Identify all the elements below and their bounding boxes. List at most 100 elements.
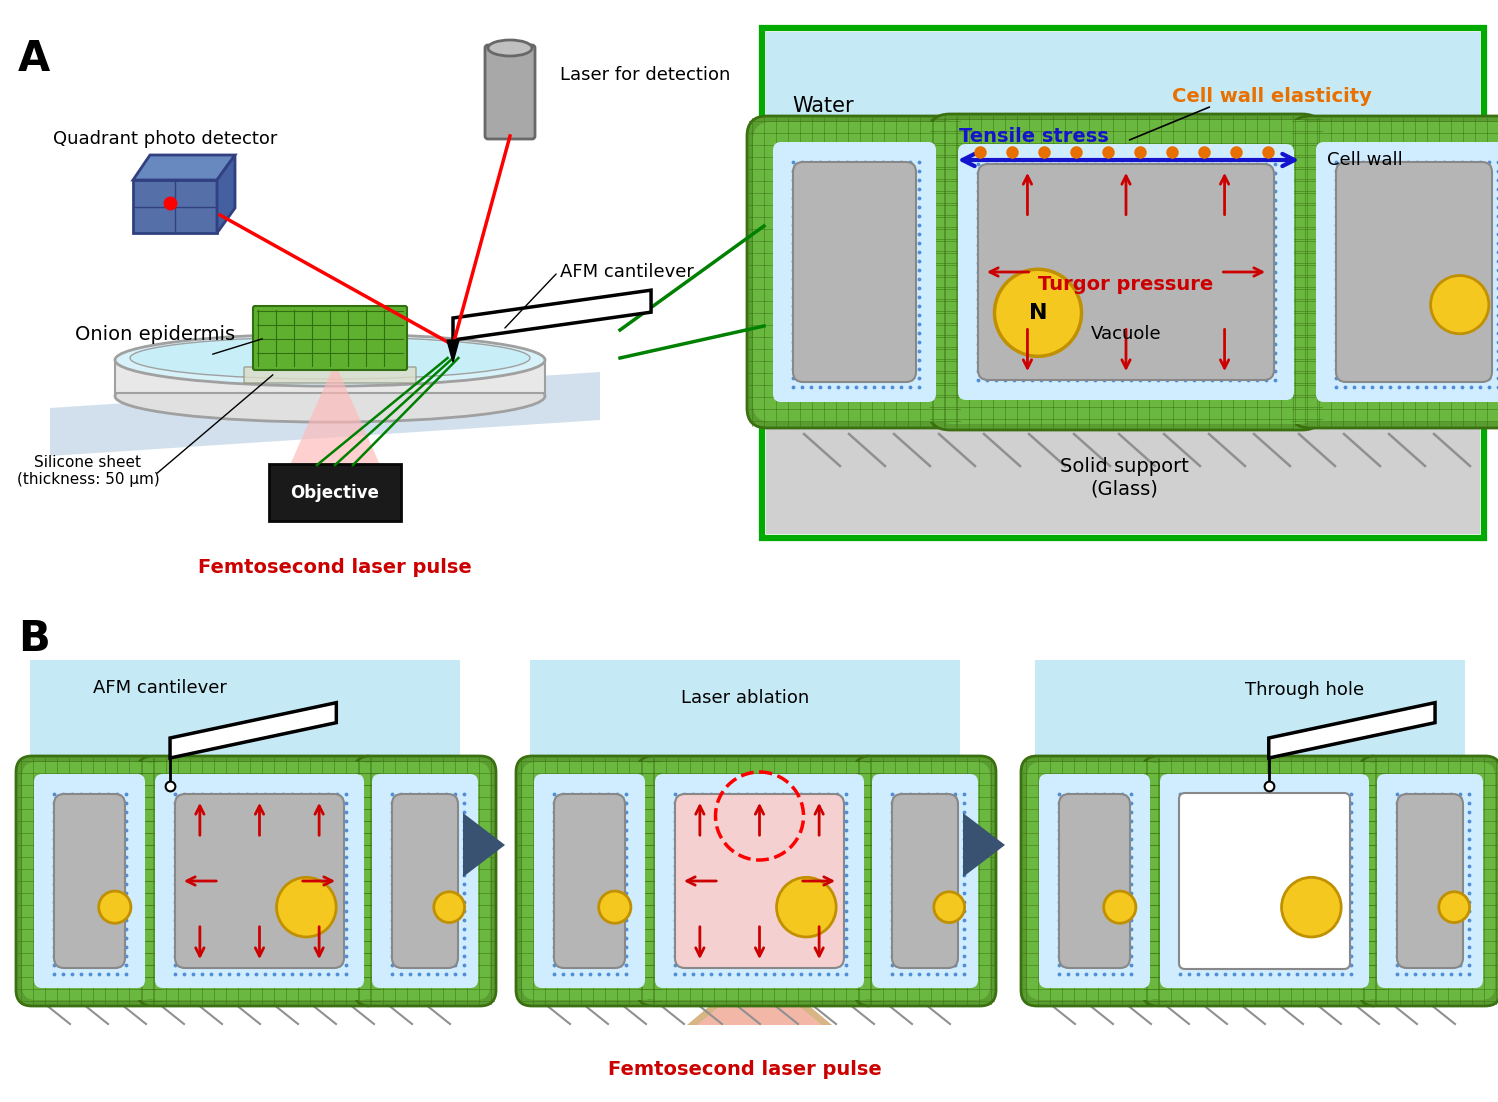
FancyBboxPatch shape bbox=[530, 660, 960, 770]
FancyBboxPatch shape bbox=[154, 774, 364, 988]
Circle shape bbox=[1438, 892, 1470, 922]
FancyBboxPatch shape bbox=[1028, 761, 1162, 1000]
FancyBboxPatch shape bbox=[978, 164, 1273, 380]
Text: Water: Water bbox=[792, 96, 854, 116]
Text: Cell wall: Cell wall bbox=[1327, 151, 1402, 169]
FancyBboxPatch shape bbox=[872, 774, 978, 988]
FancyBboxPatch shape bbox=[1059, 795, 1129, 968]
Polygon shape bbox=[463, 813, 505, 877]
FancyBboxPatch shape bbox=[530, 770, 960, 992]
Text: Laser for detection: Laser for detection bbox=[560, 66, 731, 84]
FancyBboxPatch shape bbox=[1141, 756, 1387, 1006]
Circle shape bbox=[1104, 892, 1135, 923]
FancyBboxPatch shape bbox=[354, 756, 496, 1006]
Ellipse shape bbox=[115, 370, 545, 422]
Text: Solid support
(Glass): Solid support (Glass) bbox=[1059, 457, 1188, 498]
Text: Silicone sheet
(thickness: 50 μm): Silicone sheet (thickness: 50 μm) bbox=[16, 455, 159, 487]
FancyBboxPatch shape bbox=[655, 774, 864, 988]
FancyBboxPatch shape bbox=[927, 114, 1324, 430]
Circle shape bbox=[1431, 276, 1489, 334]
Circle shape bbox=[99, 892, 130, 923]
FancyBboxPatch shape bbox=[1035, 660, 1465, 770]
FancyBboxPatch shape bbox=[533, 774, 646, 988]
FancyBboxPatch shape bbox=[136, 756, 382, 1006]
Circle shape bbox=[277, 877, 336, 937]
FancyBboxPatch shape bbox=[860, 761, 990, 1000]
Polygon shape bbox=[291, 363, 380, 465]
Text: Objective: Objective bbox=[291, 484, 379, 501]
FancyBboxPatch shape bbox=[854, 756, 996, 1006]
FancyBboxPatch shape bbox=[1040, 774, 1150, 988]
FancyBboxPatch shape bbox=[392, 795, 458, 968]
FancyBboxPatch shape bbox=[485, 45, 535, 139]
FancyBboxPatch shape bbox=[676, 795, 843, 968]
Circle shape bbox=[434, 892, 464, 922]
FancyBboxPatch shape bbox=[933, 120, 1318, 424]
Text: AFM cantilever: AFM cantilever bbox=[560, 263, 694, 281]
FancyBboxPatch shape bbox=[1022, 756, 1168, 1006]
Text: Quadrant photo detector: Quadrant photo detector bbox=[52, 130, 277, 148]
FancyBboxPatch shape bbox=[244, 367, 416, 383]
Polygon shape bbox=[171, 703, 337, 758]
Text: AFM cantilever: AFM cantilever bbox=[93, 679, 226, 696]
Polygon shape bbox=[963, 813, 1005, 877]
Ellipse shape bbox=[130, 337, 530, 379]
FancyBboxPatch shape bbox=[891, 795, 959, 968]
FancyBboxPatch shape bbox=[959, 144, 1294, 400]
FancyBboxPatch shape bbox=[1377, 774, 1483, 988]
FancyBboxPatch shape bbox=[1336, 162, 1492, 382]
Text: Onion epidermis: Onion epidermis bbox=[75, 325, 235, 344]
Ellipse shape bbox=[115, 334, 545, 386]
Text: Vacuole: Vacuole bbox=[1091, 325, 1161, 343]
FancyBboxPatch shape bbox=[30, 660, 460, 770]
Text: A: A bbox=[18, 37, 51, 80]
FancyBboxPatch shape bbox=[16, 756, 163, 1006]
Text: Femtosecond laser pulse: Femtosecond laser pulse bbox=[608, 1060, 882, 1079]
Text: Laser ablation: Laser ablation bbox=[682, 689, 809, 707]
Circle shape bbox=[933, 892, 965, 922]
FancyBboxPatch shape bbox=[1159, 774, 1369, 988]
FancyBboxPatch shape bbox=[270, 464, 401, 521]
Polygon shape bbox=[688, 990, 831, 1025]
FancyBboxPatch shape bbox=[753, 122, 956, 422]
FancyBboxPatch shape bbox=[30, 770, 460, 992]
FancyBboxPatch shape bbox=[792, 162, 915, 382]
Polygon shape bbox=[133, 180, 217, 233]
FancyBboxPatch shape bbox=[521, 761, 658, 1000]
FancyBboxPatch shape bbox=[637, 756, 882, 1006]
Text: Cell wall elasticity: Cell wall elasticity bbox=[1171, 86, 1372, 106]
FancyBboxPatch shape bbox=[22, 761, 157, 1000]
Circle shape bbox=[995, 269, 1082, 356]
FancyBboxPatch shape bbox=[1179, 793, 1350, 969]
FancyBboxPatch shape bbox=[1290, 116, 1498, 428]
Text: Through hole: Through hole bbox=[1245, 681, 1365, 699]
Polygon shape bbox=[452, 290, 652, 341]
Polygon shape bbox=[133, 155, 235, 180]
FancyBboxPatch shape bbox=[773, 142, 936, 402]
FancyBboxPatch shape bbox=[748, 116, 962, 428]
Polygon shape bbox=[697, 995, 822, 1025]
Text: B: B bbox=[18, 618, 49, 660]
Polygon shape bbox=[49, 372, 601, 456]
Polygon shape bbox=[446, 341, 458, 361]
FancyBboxPatch shape bbox=[1147, 761, 1381, 1000]
Polygon shape bbox=[1269, 703, 1435, 758]
FancyBboxPatch shape bbox=[1317, 142, 1498, 402]
Ellipse shape bbox=[488, 40, 532, 56]
Polygon shape bbox=[217, 155, 235, 233]
Text: Tensile stress: Tensile stress bbox=[959, 127, 1109, 145]
FancyBboxPatch shape bbox=[34, 774, 145, 988]
FancyBboxPatch shape bbox=[360, 761, 490, 1000]
FancyBboxPatch shape bbox=[372, 774, 478, 988]
FancyBboxPatch shape bbox=[175, 795, 345, 968]
Text: Femtosecond laser pulse: Femtosecond laser pulse bbox=[198, 558, 472, 577]
FancyBboxPatch shape bbox=[253, 306, 407, 370]
Circle shape bbox=[776, 877, 836, 937]
Polygon shape bbox=[115, 360, 545, 393]
Text: Turgor pressure: Turgor pressure bbox=[1038, 274, 1213, 293]
FancyBboxPatch shape bbox=[1365, 761, 1495, 1000]
FancyBboxPatch shape bbox=[762, 28, 1485, 538]
FancyBboxPatch shape bbox=[765, 32, 1480, 199]
FancyBboxPatch shape bbox=[515, 756, 664, 1006]
Circle shape bbox=[599, 892, 631, 923]
